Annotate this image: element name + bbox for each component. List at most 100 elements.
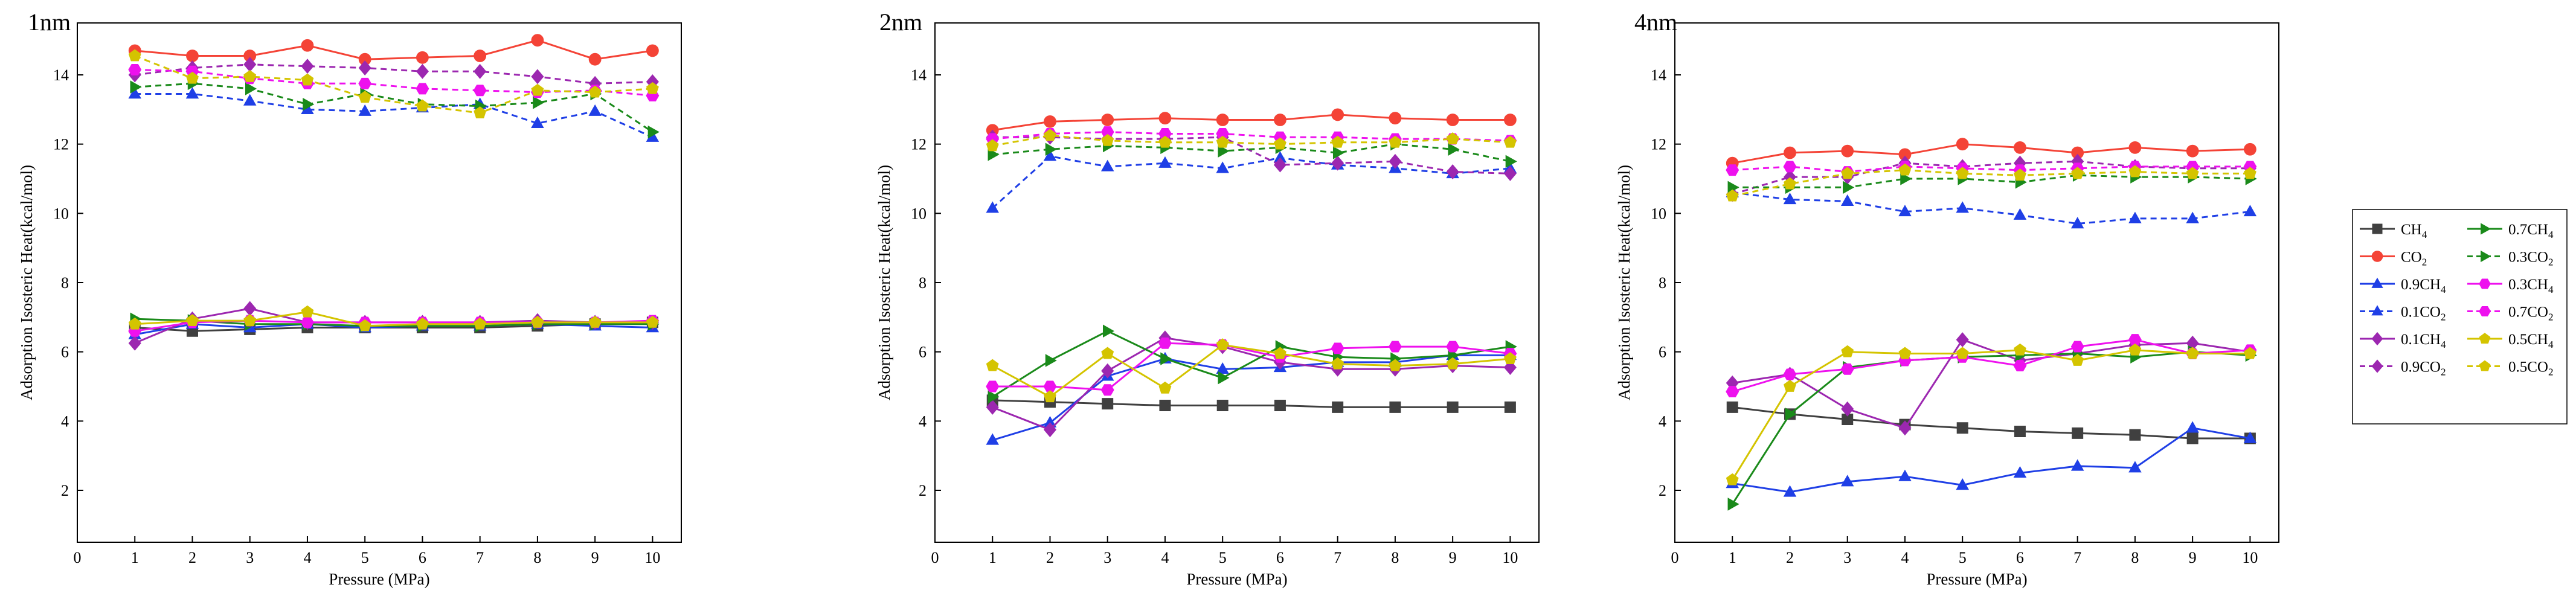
data-point	[1956, 201, 1969, 213]
data-point	[986, 139, 999, 152]
data-point	[2014, 168, 2026, 181]
data-point	[416, 51, 429, 64]
series-0.7CH4	[1727, 345, 2257, 511]
data-point	[2070, 341, 2084, 353]
x-tick-label: 9	[2189, 549, 2197, 566]
y-tick-label: 2	[61, 482, 69, 499]
plot-frame	[934, 22, 1540, 543]
y-tick-label: 6	[61, 344, 69, 361]
data-point	[1388, 341, 1402, 353]
series-0.5CO2	[986, 129, 1517, 152]
data-point	[245, 82, 257, 95]
data-point	[128, 335, 141, 351]
legend-item-CO2: CO2	[2360, 249, 2427, 268]
legend-item-0.1CH4: 0.1CH4	[2360, 332, 2446, 350]
series-line	[1732, 406, 2250, 440]
legend-item-0.9CO2: 0.9CO2	[2360, 359, 2446, 378]
data-point	[2128, 343, 2142, 356]
x-tick-label: 9	[591, 549, 599, 566]
data-point	[416, 83, 429, 95]
data-point	[1101, 347, 1114, 359]
data-point	[1101, 114, 1114, 126]
legend-marker	[2479, 306, 2491, 316]
data-point	[1158, 337, 1172, 349]
x-tick-label: 5	[361, 549, 369, 566]
data-point	[1043, 422, 1057, 438]
data-point	[2071, 167, 2084, 179]
legend-marker	[2479, 333, 2491, 344]
data-point	[1044, 129, 1056, 141]
data-point	[1216, 362, 1229, 374]
data-point	[1503, 114, 1517, 126]
y-axis-label: Adsorption Isosteric Heat(kcal/mol)	[1615, 165, 1633, 400]
data-point	[1216, 338, 1229, 351]
data-point	[1101, 133, 1114, 146]
data-point	[474, 50, 487, 62]
legend-item-0.9CH4: 0.9CH4	[2360, 277, 2446, 295]
legend-label: 0.3CH4	[2508, 277, 2554, 295]
data-point	[646, 315, 659, 328]
data-point	[646, 82, 659, 94]
data-point	[1101, 363, 1114, 379]
data-point	[2014, 343, 2026, 356]
legend-label: 0.5CH4	[2508, 332, 2554, 350]
data-point	[1446, 341, 1460, 353]
data-point	[531, 69, 544, 85]
x-tick-label: 6	[1276, 549, 1284, 566]
data-point	[1784, 380, 1796, 392]
data-point	[1044, 115, 1056, 128]
y-tick-label: 8	[61, 274, 69, 292]
series-line	[1732, 339, 2250, 393]
data-point	[646, 44, 659, 57]
data-point	[2243, 347, 2256, 359]
data-point	[358, 91, 371, 103]
data-point	[1389, 153, 1402, 169]
y-axis-label: Adsorption Isosteric Heat(kcal/mol)	[875, 165, 893, 400]
data-point	[1045, 143, 1057, 156]
series-line	[1731, 349, 2250, 481]
data-point	[2071, 354, 2084, 366]
data-point	[1726, 164, 1739, 176]
x-tick-label: 5	[1219, 549, 1227, 566]
series-0.9CH4	[986, 348, 1517, 445]
y-tick-label: 12	[53, 136, 69, 153]
data-point	[1332, 146, 1345, 159]
data-point	[1331, 108, 1344, 121]
data-point	[2070, 217, 2084, 229]
data-point	[2013, 208, 2027, 220]
series-line	[992, 131, 1511, 142]
x-tick-label: 3	[1843, 549, 1851, 566]
series-line	[1731, 351, 2250, 505]
x-tick-label: 1	[131, 549, 139, 566]
data-point	[1726, 473, 1739, 485]
plot-frame	[1674, 22, 2279, 543]
data-point	[1216, 161, 1229, 173]
data-point	[1447, 401, 1459, 413]
x-tick-label: 10	[644, 549, 660, 566]
data-point	[2013, 466, 2027, 478]
x-axis-label: Pressure (MPa)	[1186, 570, 1287, 588]
data-point	[1841, 345, 1854, 357]
legend-item-0.3CO2: 0.3CO2	[2467, 249, 2553, 268]
data-point	[1102, 398, 1114, 410]
data-point	[1274, 400, 1286, 412]
series-CO2	[986, 108, 1517, 137]
data-point	[1898, 347, 1912, 359]
y-tick-label: 12	[1651, 136, 1666, 153]
x-tick-label: 1	[1729, 549, 1736, 566]
y-tick-label: 14	[53, 66, 69, 84]
legend-label: 0.1CO2	[2401, 304, 2446, 323]
series-line	[992, 114, 1511, 132]
legend-marker	[2371, 251, 2383, 262]
data-point	[1900, 172, 1912, 185]
data-point	[128, 87, 141, 99]
data-point	[1956, 478, 1969, 490]
data-point	[1331, 357, 1344, 370]
data-point	[301, 59, 314, 74]
y-tick-label: 10	[53, 205, 69, 222]
series-0.5CH4	[986, 338, 1517, 403]
panel-title: 4nm	[1634, 8, 1677, 36]
y-tick-label: 6	[919, 344, 927, 361]
